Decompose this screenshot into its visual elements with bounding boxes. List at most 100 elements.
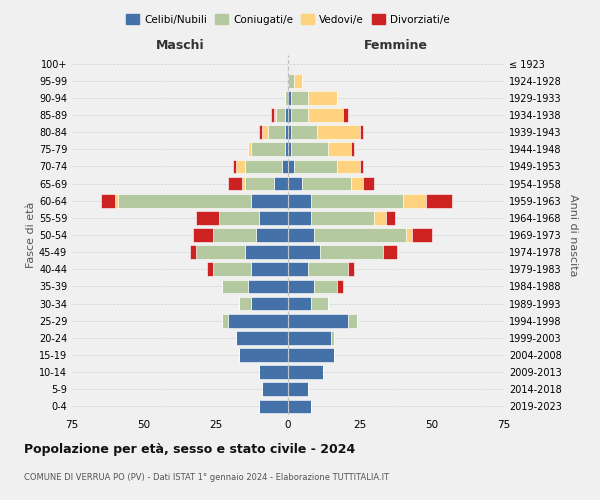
Bar xyxy=(222,280,248,293)
Bar xyxy=(374,211,386,224)
Bar xyxy=(196,211,219,224)
Bar xyxy=(314,228,406,242)
Bar xyxy=(251,194,288,207)
Bar xyxy=(288,142,291,156)
Bar xyxy=(288,331,331,344)
Bar xyxy=(311,194,403,207)
Bar xyxy=(288,194,311,207)
Bar xyxy=(406,228,412,242)
Bar xyxy=(282,160,288,173)
Bar xyxy=(213,228,256,242)
Bar xyxy=(288,176,302,190)
Bar xyxy=(288,314,349,328)
Bar xyxy=(317,126,360,139)
Bar xyxy=(196,246,245,259)
Bar xyxy=(259,366,288,379)
Bar xyxy=(213,262,251,276)
Bar xyxy=(311,296,328,310)
Bar xyxy=(360,160,363,173)
Bar xyxy=(302,176,352,190)
Bar xyxy=(403,194,426,207)
Bar xyxy=(352,176,363,190)
Bar xyxy=(245,176,274,190)
Bar xyxy=(285,91,288,104)
Bar xyxy=(349,262,354,276)
Bar xyxy=(288,228,314,242)
Bar xyxy=(412,228,432,242)
Bar xyxy=(245,160,282,173)
Bar xyxy=(288,262,308,276)
Bar xyxy=(245,246,288,259)
Bar xyxy=(349,314,357,328)
Bar xyxy=(288,348,334,362)
Bar xyxy=(233,160,236,173)
Bar xyxy=(291,142,328,156)
Bar xyxy=(227,314,288,328)
Bar xyxy=(271,108,274,122)
Bar xyxy=(101,194,115,207)
Bar xyxy=(426,194,452,207)
Bar xyxy=(308,91,337,104)
Bar xyxy=(227,176,242,190)
Bar xyxy=(259,400,288,413)
Bar xyxy=(285,108,288,122)
Bar xyxy=(251,142,285,156)
Bar xyxy=(208,262,213,276)
Bar xyxy=(262,126,268,139)
Legend: Celibi/Nubili, Coniugati/e, Vedovi/e, Divorziati/e: Celibi/Nubili, Coniugati/e, Vedovi/e, Di… xyxy=(122,10,454,29)
Y-axis label: Fasce di età: Fasce di età xyxy=(26,202,36,268)
Text: Femmine: Femmine xyxy=(364,40,428,52)
Bar xyxy=(248,280,288,293)
Bar xyxy=(256,228,288,242)
Bar xyxy=(308,108,343,122)
Bar xyxy=(288,296,311,310)
Bar xyxy=(288,74,294,88)
Bar xyxy=(190,246,196,259)
Bar xyxy=(222,314,227,328)
Bar xyxy=(288,160,294,173)
Bar xyxy=(360,126,363,139)
Bar xyxy=(274,176,288,190)
Text: Popolazione per età, sesso e stato civile - 2024: Popolazione per età, sesso e stato civil… xyxy=(24,442,355,456)
Bar xyxy=(294,160,337,173)
Bar xyxy=(239,296,251,310)
Bar xyxy=(251,296,288,310)
Bar xyxy=(311,211,374,224)
Bar xyxy=(294,74,302,88)
Bar xyxy=(386,211,395,224)
Bar xyxy=(363,176,374,190)
Bar xyxy=(268,126,285,139)
Bar xyxy=(320,246,383,259)
Bar xyxy=(219,211,259,224)
Bar xyxy=(288,400,311,413)
Bar xyxy=(248,142,251,156)
Bar xyxy=(288,126,291,139)
Bar xyxy=(242,176,245,190)
Bar xyxy=(308,262,349,276)
Bar xyxy=(288,382,308,396)
Bar xyxy=(328,142,352,156)
Bar xyxy=(262,382,288,396)
Bar xyxy=(288,280,314,293)
Bar xyxy=(343,108,349,122)
Bar xyxy=(314,280,337,293)
Bar xyxy=(277,108,285,122)
Bar xyxy=(383,246,397,259)
Bar xyxy=(251,262,288,276)
Text: Maschi: Maschi xyxy=(155,40,205,52)
Bar xyxy=(285,126,288,139)
Y-axis label: Anni di nascita: Anni di nascita xyxy=(568,194,578,276)
Bar xyxy=(337,160,360,173)
Bar xyxy=(236,331,288,344)
Bar xyxy=(259,126,262,139)
Bar xyxy=(288,211,311,224)
Bar xyxy=(331,331,334,344)
Bar xyxy=(259,211,288,224)
Bar xyxy=(274,108,277,122)
Bar xyxy=(118,194,251,207)
Bar xyxy=(352,142,354,156)
Bar xyxy=(291,108,308,122)
Bar xyxy=(288,91,291,104)
Bar xyxy=(288,246,320,259)
Bar xyxy=(115,194,118,207)
